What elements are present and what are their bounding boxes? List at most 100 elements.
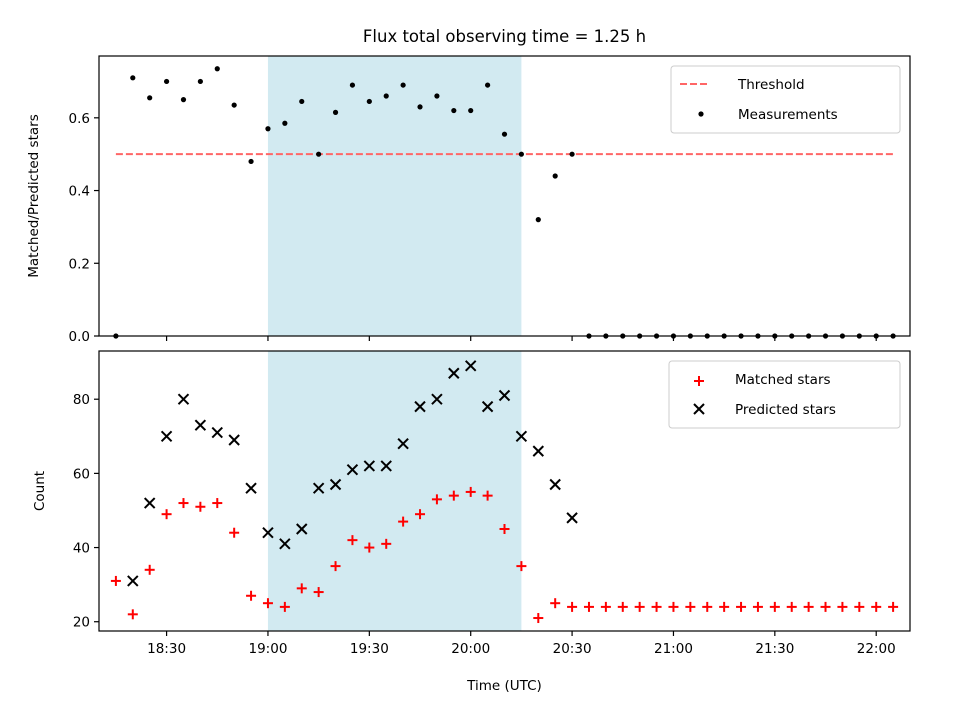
- marker-stroke: [296, 523, 308, 535]
- data-point: [364, 542, 375, 553]
- legend-box: [668, 360, 901, 429]
- y-tick-label: 0.6: [69, 111, 90, 127]
- data-point: [465, 486, 476, 497]
- data-point: [769, 601, 780, 612]
- data-point: [518, 151, 524, 157]
- data-point: [147, 95, 153, 101]
- observing-window-span: [267, 56, 522, 336]
- marker-stroke: [448, 367, 460, 379]
- data-point: [231, 102, 237, 108]
- y-tick-label: 40: [73, 541, 90, 557]
- data-point: [465, 360, 477, 372]
- marker-stroke: [279, 538, 291, 550]
- data-point: [567, 601, 578, 612]
- data-point: [736, 601, 747, 612]
- data-point: [569, 151, 575, 157]
- data-point: [312, 482, 325, 494]
- y-tick-label: 0.4: [69, 184, 90, 200]
- data-point: [262, 598, 273, 609]
- data-point: [127, 575, 139, 587]
- data-point: [397, 438, 409, 450]
- data-point: [415, 509, 426, 520]
- data-point: [448, 367, 460, 379]
- y-tick-label: 80: [73, 392, 90, 408]
- data-point: [211, 426, 223, 439]
- marker-stroke: [228, 434, 240, 446]
- data-point: [431, 494, 442, 505]
- marker-stroke: [127, 575, 139, 587]
- data-point: [752, 601, 763, 612]
- data-point: [702, 601, 713, 612]
- marker-stroke: [498, 389, 511, 402]
- data-point: [332, 109, 339, 115]
- marker-stroke: [194, 419, 207, 431]
- data-point: [245, 482, 257, 494]
- data-point: [634, 601, 645, 612]
- data-point: [248, 158, 254, 165]
- marker-stroke: [245, 482, 257, 494]
- data-point: [329, 478, 342, 491]
- data-point: [330, 561, 341, 572]
- data-point: [837, 601, 848, 612]
- data-point: [143, 497, 156, 509]
- marker-stroke: [693, 403, 705, 415]
- subplot-1: 0.0 0.2 0.4 0.6 Matched/Predicted stars Flux …: [26, 27, 911, 345]
- data-point: [532, 445, 544, 457]
- data-point: [468, 107, 474, 114]
- x-tick-label: 18:30: [147, 641, 186, 657]
- data-point: [299, 98, 305, 105]
- x-tick-label: 20:00: [451, 641, 490, 657]
- y-tick-label: 0.2: [69, 256, 90, 272]
- data-point: [383, 93, 389, 99]
- data-point: [398, 516, 409, 527]
- legend-box: [670, 65, 901, 134]
- x-axis-label: Time (UTC): [466, 678, 542, 694]
- data-point: [212, 498, 223, 509]
- data-point: [127, 609, 138, 620]
- data-point: [448, 490, 459, 501]
- data-point: [485, 82, 491, 88]
- data-point: [316, 151, 322, 157]
- marker-stroke: [549, 478, 561, 491]
- data-point: [229, 527, 240, 538]
- data-point: [262, 527, 274, 539]
- data-point: [265, 126, 271, 132]
- data-point: [414, 400, 426, 413]
- data-point: [163, 78, 170, 85]
- marker-stroke: [143, 497, 156, 509]
- marker-stroke: [532, 445, 544, 457]
- data-point: [533, 613, 544, 624]
- data-point: [296, 583, 307, 594]
- data-point: [177, 393, 190, 405]
- legend-predicted-swatch: [693, 403, 705, 415]
- marker-stroke: [380, 460, 392, 472]
- axes-frame: [98, 350, 911, 632]
- legend: Threshold Measurements: [670, 65, 901, 134]
- data-point: [434, 93, 440, 99]
- axes-frame: [98, 55, 911, 337]
- data-point: [197, 78, 203, 85]
- data-point: [178, 498, 189, 509]
- data-point: [600, 601, 611, 612]
- data-point: [786, 601, 797, 612]
- marker-stroke: [177, 393, 190, 405]
- data-point: [549, 478, 561, 491]
- marker-stroke: [397, 438, 409, 450]
- data-point: [349, 82, 356, 88]
- y-axis-label: Matched/Predicted stars: [26, 114, 42, 277]
- marker-stroke: [414, 400, 426, 413]
- marker-stroke: [312, 482, 325, 494]
- data-point: [130, 75, 136, 81]
- chart-title: Flux total observing time = 1.25 h: [363, 27, 646, 46]
- data-point: [346, 463, 359, 476]
- data-point: [228, 434, 240, 446]
- data-point: [535, 217, 541, 223]
- data-point: [685, 601, 696, 612]
- subplot-2: 20 40 60 80 18:30 19:00 19:30 20:00 20:30 21:00 21…: [32, 350, 911, 694]
- x-tick-label: 21:00: [654, 641, 693, 657]
- legend-measurements-label: Measurements: [738, 107, 838, 123]
- data-point: [194, 419, 207, 431]
- data-point: [515, 430, 528, 443]
- marker-stroke: [160, 430, 173, 443]
